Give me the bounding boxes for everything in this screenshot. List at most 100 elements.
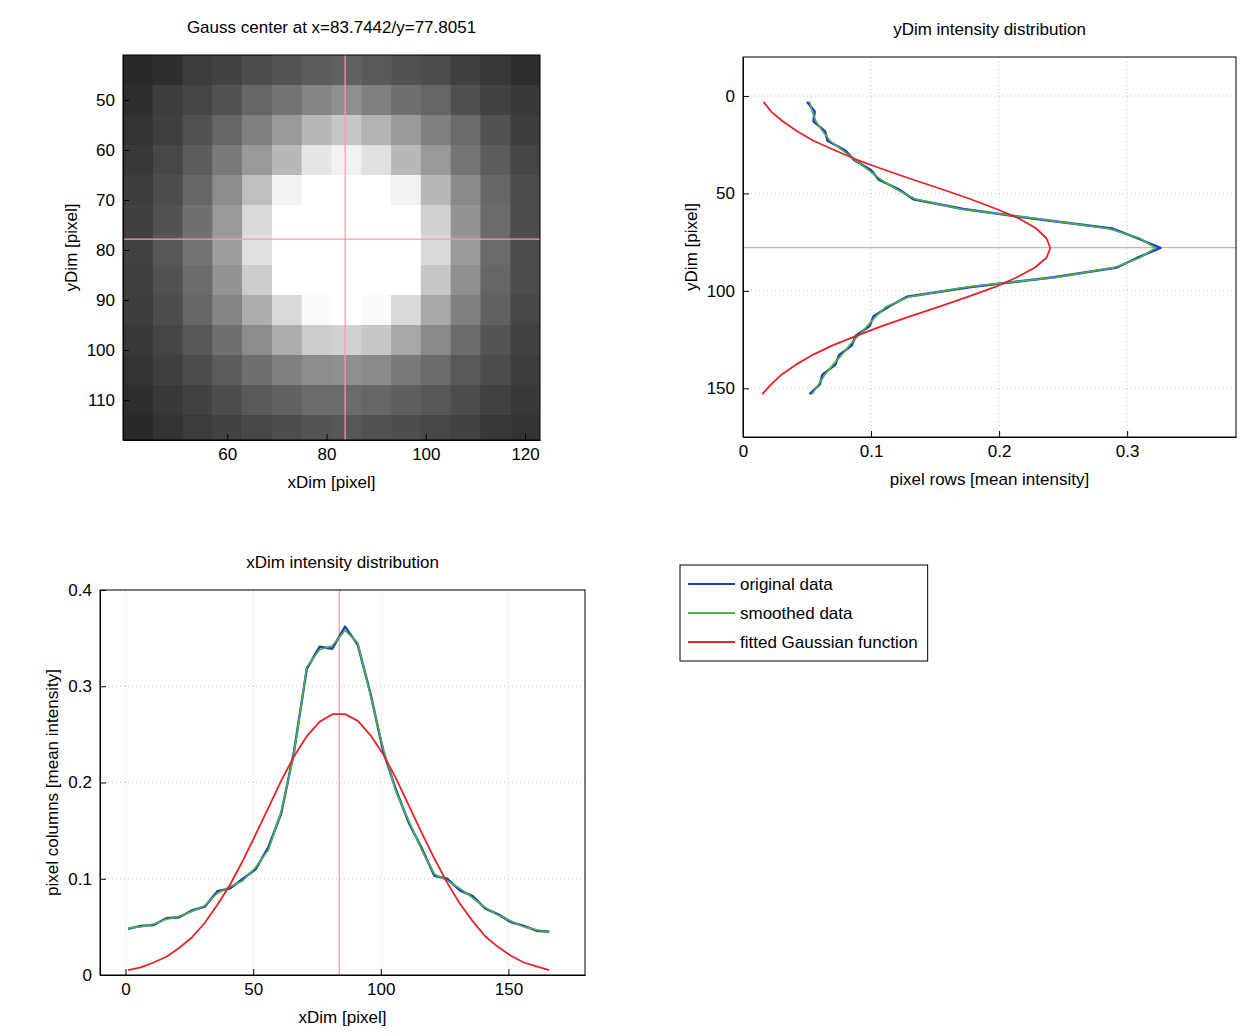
tick: 60: [96, 141, 129, 160]
tick-label: 50: [96, 91, 115, 110]
tick-label: 80: [318, 445, 337, 464]
chart-title: Gauss center at x=83.7442/y=77.8051: [187, 18, 476, 37]
tick-label: 0.3: [1116, 442, 1140, 461]
grid: [100, 590, 585, 975]
tick-label: 0: [726, 87, 735, 106]
heatmap-cell: [272, 415, 302, 440]
heatmap-cell: [272, 265, 302, 296]
tick: 70: [96, 191, 129, 210]
tick-label: 150: [707, 379, 735, 398]
heatmap-cell: [123, 175, 153, 206]
x-axis-title: xDim [pixel]: [288, 473, 376, 492]
heatmap-cell: [302, 295, 332, 326]
heatmap-cell: [212, 325, 242, 356]
tick: 80: [96, 241, 129, 260]
tick: 0.2: [988, 431, 1012, 461]
heatmap-cell: [391, 355, 421, 386]
heatmap-cell: [391, 325, 421, 356]
heatmap-cell: [451, 205, 481, 236]
heatmap-cell: [272, 325, 302, 356]
heatmap-cell: [332, 175, 362, 206]
heatmap-cell: [361, 85, 391, 116]
heatmap-cell: [391, 115, 421, 146]
heatmap-cell: [451, 325, 481, 356]
heatmap-cell: [272, 355, 302, 386]
tick: 120: [511, 434, 539, 464]
heatmap-cell: [391, 205, 421, 236]
heatmap-cell: [212, 265, 242, 296]
legend-swatch: [688, 641, 735, 643]
heatmap-cell: [123, 145, 153, 176]
tick-label: 100: [87, 341, 115, 360]
tick-mark: [743, 388, 749, 389]
tick-label: 60: [218, 445, 237, 464]
heatmap-cell: [272, 205, 302, 236]
tick-mark: [227, 434, 228, 440]
tick-label: 50: [716, 184, 735, 203]
heatmap-cell: [183, 415, 213, 440]
tick: 100: [367, 969, 395, 999]
x-axis-title: pixel rows [mean intensity]: [890, 470, 1089, 489]
tick: 0: [726, 87, 749, 106]
heatmap-cell: [212, 205, 242, 236]
center-line: [345, 55, 346, 440]
tick: 0.1: [860, 431, 884, 461]
chart-title: yDim intensity distribution: [893, 20, 1086, 39]
heatmap-cell: [153, 415, 183, 440]
heatmap-cell: [510, 145, 540, 176]
grid-line: [743, 193, 1236, 194]
tick-label: 0.2: [68, 773, 92, 792]
figure: 60801001205060708090100110Gauss center a…: [0, 0, 1245, 1034]
heatmap-cell: [183, 85, 213, 116]
tick-mark: [100, 879, 106, 880]
heatmap-cell: [212, 415, 242, 440]
heatmap-cell: [212, 355, 242, 386]
heatmap-cell: [302, 55, 332, 86]
heatmap-cell: [421, 355, 451, 386]
heatmap-cell: [123, 115, 153, 146]
tick: 50: [96, 91, 129, 110]
tick-label: 50: [244, 980, 263, 999]
heatmap-cell: [212, 145, 242, 176]
heatmap-cell: [391, 175, 421, 206]
tick: 60: [218, 434, 237, 464]
heatmap-cell: [421, 295, 451, 326]
heatmap-cell: [391, 415, 421, 440]
series-line: [762, 102, 1050, 394]
tick: 100: [87, 341, 129, 360]
heatmap-cell: [242, 145, 272, 176]
heatmap-cell: [480, 115, 510, 146]
heatmap-cell: [123, 355, 153, 386]
series-line: [807, 102, 1160, 394]
heatmap-cell: [183, 385, 213, 416]
heatmap-cell: [242, 325, 272, 356]
heatmap-cell: [451, 385, 481, 416]
grid: [743, 57, 1236, 437]
heatmap-cell: [480, 385, 510, 416]
heatmap-cell: [480, 85, 510, 116]
heatmap-cell: [451, 265, 481, 296]
heatmap-cell: [391, 55, 421, 86]
heatmap-cell: [153, 145, 183, 176]
tick-label: 0: [739, 442, 748, 461]
heatmap-cell: [212, 295, 242, 326]
heatmap-cell: [123, 385, 153, 416]
heatmap-cell: [510, 295, 540, 326]
plot-area: [123, 55, 540, 440]
heatmap-cell: [153, 175, 183, 206]
tick-mark: [743, 193, 749, 194]
tick-label: 150: [495, 980, 523, 999]
series-line: [128, 630, 549, 932]
heatmap-cell: [123, 265, 153, 296]
heatmap-cell: [153, 85, 183, 116]
heatmap-cell: [153, 325, 183, 356]
tick-mark: [123, 250, 129, 251]
grid-line: [743, 290, 1236, 291]
axes-labels: 60801001205060708090100110Gauss center a…: [62, 18, 541, 492]
heatmap-cell: [510, 115, 540, 146]
heatmap-cell: [183, 115, 213, 146]
heatmap-cell: [421, 55, 451, 86]
legend-box: [680, 565, 928, 661]
axis-line: [124, 440, 541, 441]
tick-mark: [743, 291, 749, 292]
